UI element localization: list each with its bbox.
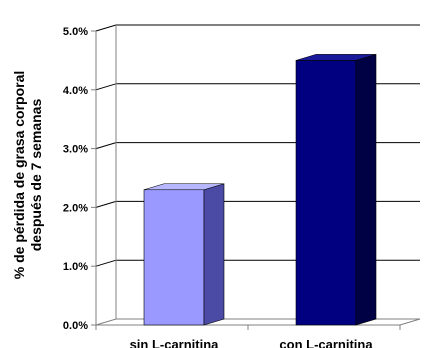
y-tick-label: 0.0% [63,320,88,332]
gridline-side [95,83,117,91]
bar-side [355,53,377,326]
gridline-side [95,24,117,32]
gridline-side [95,142,117,150]
bar [143,183,225,326]
gridline-side [95,200,117,208]
bar-front [143,189,205,326]
x-category-labels: sin L-carnitina con L-carnitina [130,337,374,348]
y-tick-label: 4.0% [63,85,88,97]
bar-top [143,183,225,191]
y-tick-labels: 0.0% 1.0% 2.0% 3.0% 4.0% 5.0% [63,26,88,332]
bar [295,53,377,326]
y-tick-label: 2.0% [63,202,88,214]
gridline-side [95,259,117,267]
y-tick-label: 1.0% [63,261,88,273]
bars-layer [143,53,377,326]
y-tick-label: 5.0% [63,26,88,38]
bar-top [295,54,377,61]
bar-front [295,60,357,326]
y-axis-title-line2: después de 7 semanas [28,99,44,252]
bar-side [203,183,225,326]
y-axis-title-line1: % de pérdida de grasa corporal [11,71,27,280]
y-tick-label: 3.0% [63,144,88,156]
x-category-label: con L-carnitina [279,337,373,348]
y-axis-title: % de pérdida de grasa corporal después d… [11,71,44,280]
x-category-label: sin L-carnitina [130,337,220,348]
